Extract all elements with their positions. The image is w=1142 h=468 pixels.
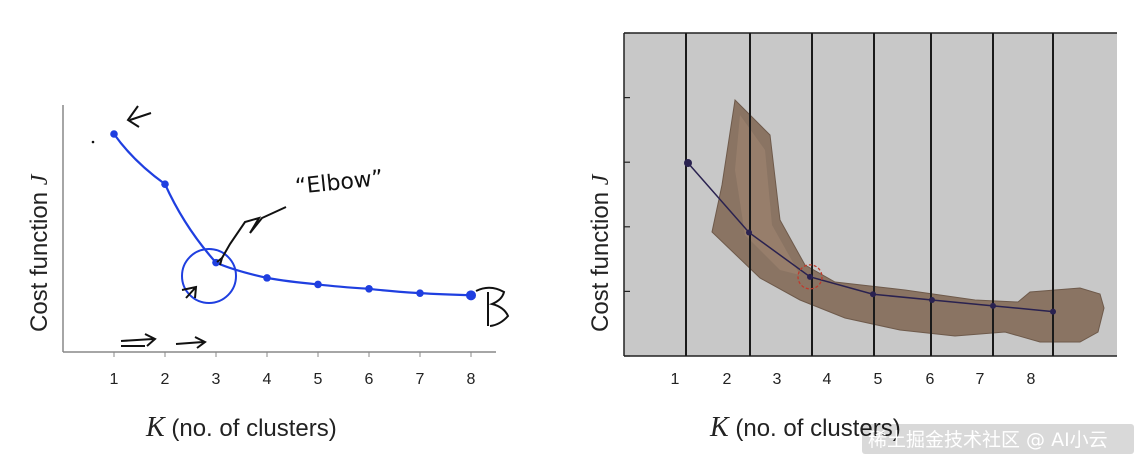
elbow-marker-circle xyxy=(797,264,823,290)
right-data-point xyxy=(990,302,996,309)
right-chart: 1 2 3 4 5 6 7 8 Cost function J K (no. of clust… xyxy=(587,32,1117,443)
right-y-ticks xyxy=(624,32,630,357)
stray-dot xyxy=(91,140,95,144)
left-data-point xyxy=(263,274,271,282)
left-x-tick-label: 3 xyxy=(212,371,221,388)
left-data-point xyxy=(466,290,476,301)
right-data-point xyxy=(684,159,692,167)
arm-image xyxy=(711,98,1105,343)
watermark: 稀土掘金技术社区 @ AI小云 xyxy=(862,424,1134,454)
right-x-ticks: 1 2 3 4 5 6 7 8 xyxy=(671,371,1036,388)
left-x-axis-label: K (no. of clusters) xyxy=(145,412,337,443)
left-data-point xyxy=(110,130,118,138)
left-data-point xyxy=(365,284,373,293)
right-data-point xyxy=(746,229,752,236)
left-series-line xyxy=(113,133,472,297)
left-data-point xyxy=(161,180,169,188)
right-x-axis-label: K (no. of clusters) xyxy=(709,412,901,443)
left-x-tick-label: 6 xyxy=(365,371,374,388)
left-x-tick-label: 8 xyxy=(467,371,476,388)
elbow-squiggle xyxy=(221,206,287,259)
elbow-circle xyxy=(181,248,237,304)
right-x-tick-label: 5 xyxy=(874,371,883,388)
right-arrow-mark-1 xyxy=(120,333,157,347)
top-arrow-mark xyxy=(126,105,152,128)
elbow-arrow-mark xyxy=(216,255,224,266)
lower-arrow-mark xyxy=(181,285,198,299)
left-x-tick-label: 5 xyxy=(314,371,323,388)
right-x-tick-label: 3 xyxy=(773,371,782,388)
left-data-point xyxy=(416,289,424,297)
left-x-tick-label: 4 xyxy=(263,371,272,388)
left-y-axis-label: Cost function J xyxy=(26,173,53,332)
left-x-tick-label: 7 xyxy=(416,371,425,388)
left-x-tick-label: 1 xyxy=(110,371,119,388)
right-x-tick-label: 8 xyxy=(1027,371,1036,388)
right-x-tick-label: 6 xyxy=(926,371,935,388)
right-data-point xyxy=(929,297,935,304)
right-y-axis-label: Cost function J xyxy=(587,173,614,332)
right-series-points xyxy=(684,159,1056,315)
right-data-point xyxy=(870,291,876,298)
right-vertical-gridlines xyxy=(685,33,1054,356)
left-x-tick-label: 2 xyxy=(161,371,170,388)
right-x-tick-label: 1 xyxy=(671,371,680,388)
right-data-point xyxy=(1050,308,1056,315)
right-x-tick-label: 2 xyxy=(723,371,732,388)
right-x-tick-label: 7 xyxy=(976,371,985,388)
right-data-point xyxy=(807,273,813,280)
right-arrow-mark-2 xyxy=(175,336,207,349)
left-x-ticks: 1 2 3 4 5 6 7 8 xyxy=(110,352,476,388)
left-series-points xyxy=(110,130,476,301)
elbow-annotation: “Elbow” xyxy=(294,166,384,200)
right-x-tick-label: 4 xyxy=(823,371,832,388)
left-data-point xyxy=(314,280,322,289)
omega-scribble xyxy=(475,286,510,327)
left-chart: 1 2 3 4 5 6 7 8 Cost function J K (no. of clust… xyxy=(26,105,510,443)
watermark-text: 稀土掘金技术社区 @ AI小云 xyxy=(868,429,1108,451)
